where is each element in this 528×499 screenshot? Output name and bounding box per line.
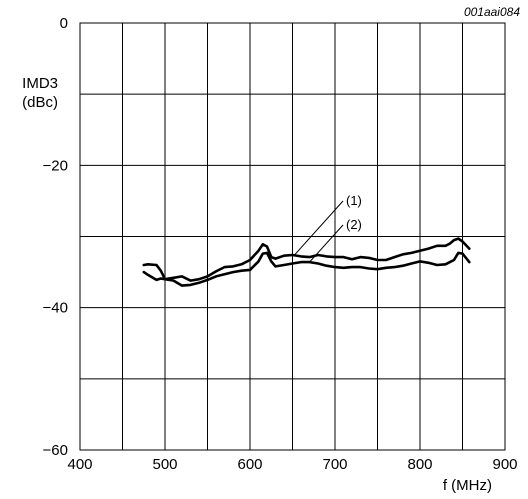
- y-tick-label: −60: [43, 442, 68, 459]
- y-axis-label-line1: IMD3: [22, 75, 58, 92]
- y-axis-label-line2: (dBc): [22, 94, 58, 111]
- series-annotation-label: (2): [346, 217, 362, 232]
- plot-frame: [79, 22, 506, 451]
- x-tick-label: 800: [407, 456, 432, 473]
- annotations: (1) (2): [293, 193, 362, 263]
- x-tick-label: 700: [322, 456, 347, 473]
- x-tick-label: 600: [237, 456, 262, 473]
- tick-labels: 400 500 600 700 800 900 0 −20 −40 −60: [43, 15, 518, 473]
- x-tick-label: 500: [152, 456, 177, 473]
- y-tick-label: 0: [60, 15, 68, 32]
- grid-lines: [80, 23, 505, 450]
- series-annotation-label: (1): [346, 193, 362, 208]
- y-tick-label: −40: [43, 300, 68, 317]
- figure-code: 001aai084: [464, 5, 520, 19]
- x-tick-label: 900: [492, 456, 517, 473]
- annotation-leader-line: [293, 200, 344, 256]
- y-tick-label: −20: [43, 157, 68, 174]
- annotation-leader-line: [309, 224, 344, 263]
- x-tick-label: 400: [67, 456, 92, 473]
- series-line-2: [142, 251, 471, 287]
- series-lines: [142, 237, 471, 287]
- series-line-1: [142, 237, 471, 282]
- x-axis-label: f (MHz): [443, 477, 492, 494]
